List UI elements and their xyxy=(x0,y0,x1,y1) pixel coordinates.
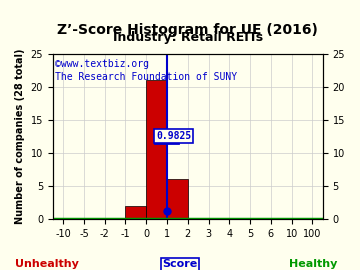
Title: Z’-Score Histogram for UE (2016): Z’-Score Histogram for UE (2016) xyxy=(57,23,318,37)
Text: Industry: Retail REITs: Industry: Retail REITs xyxy=(113,31,263,44)
Bar xyxy=(146,80,167,219)
Text: 0.9825: 0.9825 xyxy=(156,131,192,141)
Text: Score: Score xyxy=(162,259,198,269)
Text: Healthy: Healthy xyxy=(289,259,337,269)
Text: Unhealthy: Unhealthy xyxy=(15,259,79,269)
Bar xyxy=(126,206,146,219)
Bar xyxy=(167,179,188,219)
Text: The Research Foundation of SUNY: The Research Foundation of SUNY xyxy=(55,72,238,82)
Text: ©www.textbiz.org: ©www.textbiz.org xyxy=(55,59,149,69)
Y-axis label: Number of companies (28 total): Number of companies (28 total) xyxy=(15,49,25,224)
